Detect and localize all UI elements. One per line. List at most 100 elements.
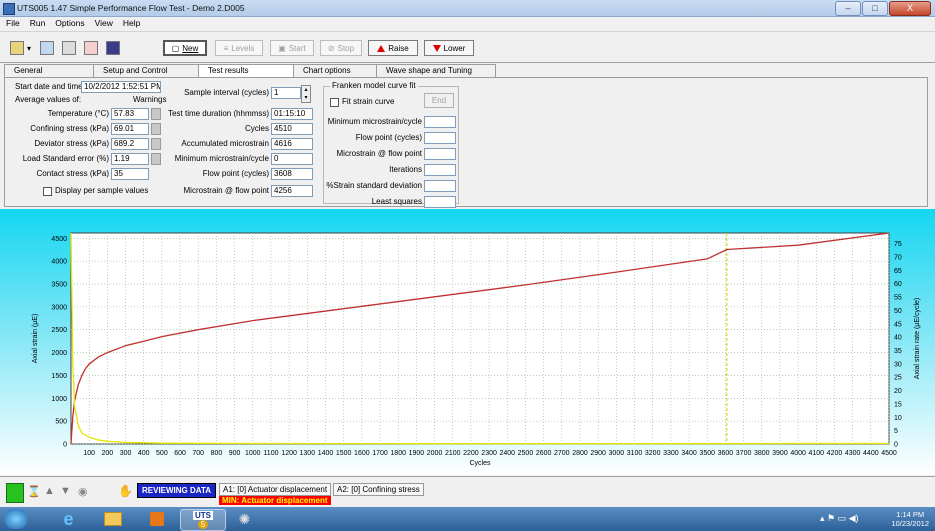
- system-clock[interactable]: 1:14 PM 10/23/2012: [891, 510, 929, 528]
- confining-stress-label: Confining stress (kPa): [30, 124, 109, 133]
- tab-test-results[interactable]: Test results: [198, 64, 294, 78]
- hand-icon[interactable]: ✋: [118, 484, 133, 498]
- status-green-icon[interactable]: [6, 483, 24, 503]
- menu-bar: File Run Options View Help: [0, 17, 935, 30]
- tray-icons[interactable]: ▴ ⚑ ▭ ◀): [820, 513, 859, 523]
- flow-point-field[interactable]: 3608: [271, 168, 313, 180]
- start-button[interactable]: ▣ Start: [270, 40, 314, 56]
- sample-interval-field[interactable]: 1: [271, 87, 301, 99]
- x-tick-label: 1300: [300, 450, 316, 457]
- folder-icon[interactable]: [96, 509, 129, 529]
- tab-wave-shape[interactable]: Wave shape and Tuning: [376, 64, 496, 77]
- franken-micro-flow-field[interactable]: [424, 148, 456, 160]
- levels-button[interactable]: ≡ Levels: [215, 40, 263, 56]
- x-tick-label: 3800: [754, 450, 770, 457]
- x-tick-label: 100: [83, 450, 95, 457]
- menu-view[interactable]: View: [94, 18, 113, 28]
- y2-tick-label: 5: [894, 428, 898, 435]
- app-taskbar-icon[interactable]: ✺: [238, 510, 251, 527]
- levels-label: Levels: [231, 43, 255, 53]
- contact-stress-field[interactable]: 35: [111, 168, 149, 180]
- tab-general[interactable]: General: [4, 64, 94, 77]
- x-tick-label: 400: [138, 450, 150, 457]
- y2-tick-label: 75: [894, 241, 902, 248]
- duration-field[interactable]: 01:15:10: [271, 108, 313, 120]
- warnings-label: Warnings: [133, 95, 167, 104]
- x-tick-label: 3100: [627, 450, 643, 457]
- menu-run[interactable]: Run: [29, 18, 46, 28]
- accumulated-microstrain-field[interactable]: 4616: [271, 138, 313, 150]
- hourglass-icon[interactable]: ⌛: [27, 486, 41, 498]
- open-button[interactable]: ▾: [10, 40, 31, 56]
- temperature-field[interactable]: 57.83: [111, 108, 149, 120]
- save-icon: [40, 41, 54, 55]
- app-icon[interactable]: [3, 3, 15, 15]
- y-tick-label: 4500: [51, 236, 67, 243]
- franken-min-micro-field[interactable]: [424, 116, 456, 128]
- x-tick-label: 1400: [318, 450, 334, 457]
- fit-strain-checkbox[interactable]: [330, 98, 339, 107]
- x-tick-label: 2000: [427, 450, 443, 457]
- minimize-button[interactable]: –: [835, 1, 861, 16]
- reviewing-data-badge: REVIEWING DATA: [137, 483, 217, 498]
- uts-taskbar-label: UTS: [193, 511, 213, 520]
- temperature-label: Temperature (°C): [47, 109, 109, 118]
- y-tick-label: 2500: [51, 327, 67, 334]
- x-tick-label: 4000: [790, 450, 806, 457]
- new-button[interactable]: ▢ New: [163, 40, 207, 56]
- load-error-field[interactable]: 1.19: [111, 153, 149, 165]
- min-microstrain-field[interactable]: 0: [271, 153, 313, 165]
- fit-strain-label: Fit strain curve: [342, 97, 395, 106]
- start-orb-icon[interactable]: [4, 509, 28, 529]
- stop-button[interactable]: ⊘ Stop: [320, 40, 362, 56]
- deviator-stress-field[interactable]: 689.2: [111, 138, 149, 150]
- x-tick-label: 1200: [281, 450, 297, 457]
- save-button[interactable]: [40, 40, 54, 56]
- settings-button[interactable]: [106, 40, 120, 56]
- y-tick-label: 2000: [51, 350, 67, 357]
- sample-interval-spinner[interactable]: ▴ ▾: [301, 85, 311, 103]
- reset-icon[interactable]: ◉: [78, 486, 88, 498]
- chart-area: 100 200 300 400 500 600 700 800 900 1000 1100 1200 1…: [0, 209, 935, 475]
- tab-setup-control[interactable]: Setup and Control: [93, 64, 199, 77]
- ie-icon[interactable]: e: [63, 508, 74, 529]
- cycles-field[interactable]: 4510: [271, 123, 313, 135]
- y2-tick-label: 55: [894, 295, 902, 302]
- arrow-down-status-icon[interactable]: ▼: [60, 485, 71, 497]
- x-tick-label: 3500: [699, 450, 715, 457]
- menu-file[interactable]: File: [6, 18, 20, 28]
- menu-options[interactable]: Options: [55, 18, 85, 28]
- x-tick-label: 3900: [772, 450, 788, 457]
- x-tick-label: 800: [211, 450, 223, 457]
- arrow-up-status-icon[interactable]: ▲: [44, 485, 55, 497]
- franken-iterations-field[interactable]: [424, 164, 456, 176]
- x-tick-label: 1900: [409, 450, 425, 457]
- franken-least-squares-field[interactable]: [424, 196, 456, 208]
- x-tick-label: 2100: [445, 450, 461, 457]
- franken-micro-flow-label: Microstrain @ flow point: [336, 149, 422, 158]
- franken-strain-sd-field[interactable]: [424, 180, 456, 192]
- y2-tick-label: 70: [894, 255, 902, 262]
- uts-taskbar-button[interactable]: UTS 5: [180, 509, 226, 531]
- confining-stress-field[interactable]: 69.01: [111, 123, 149, 135]
- close-button[interactable]: X: [889, 1, 931, 16]
- min-warning-badge: MIN: Actuator displacement: [219, 496, 331, 505]
- lower-button[interactable]: Lower: [424, 40, 474, 56]
- menu-help[interactable]: Help: [122, 18, 141, 28]
- tab-chart-options[interactable]: Chart options: [293, 64, 377, 77]
- print-button[interactable]: [62, 40, 76, 56]
- franken-groupbox: Franken model curve fit Fit strain curve…: [323, 81, 459, 208]
- a2-channel-label: A2: [0] Confining stress: [333, 483, 424, 496]
- display-per-sample-checkbox[interactable]: [43, 187, 52, 196]
- chart-button[interactable]: [84, 40, 98, 56]
- microstrain-flow-field[interactable]: 4256: [271, 185, 313, 197]
- media-player-icon[interactable]: [140, 509, 173, 529]
- franken-flow-point-field[interactable]: [424, 132, 456, 144]
- chart-icon: [84, 41, 98, 55]
- raise-button[interactable]: Raise: [368, 40, 418, 56]
- end-button[interactable]: End: [424, 93, 454, 108]
- new-label: New: [182, 43, 199, 53]
- y-tick-label: 500: [55, 419, 67, 426]
- maximize-button[interactable]: □: [862, 1, 888, 16]
- start-date-field[interactable]: 10/2/2012 1:52:51 PM: [81, 81, 161, 93]
